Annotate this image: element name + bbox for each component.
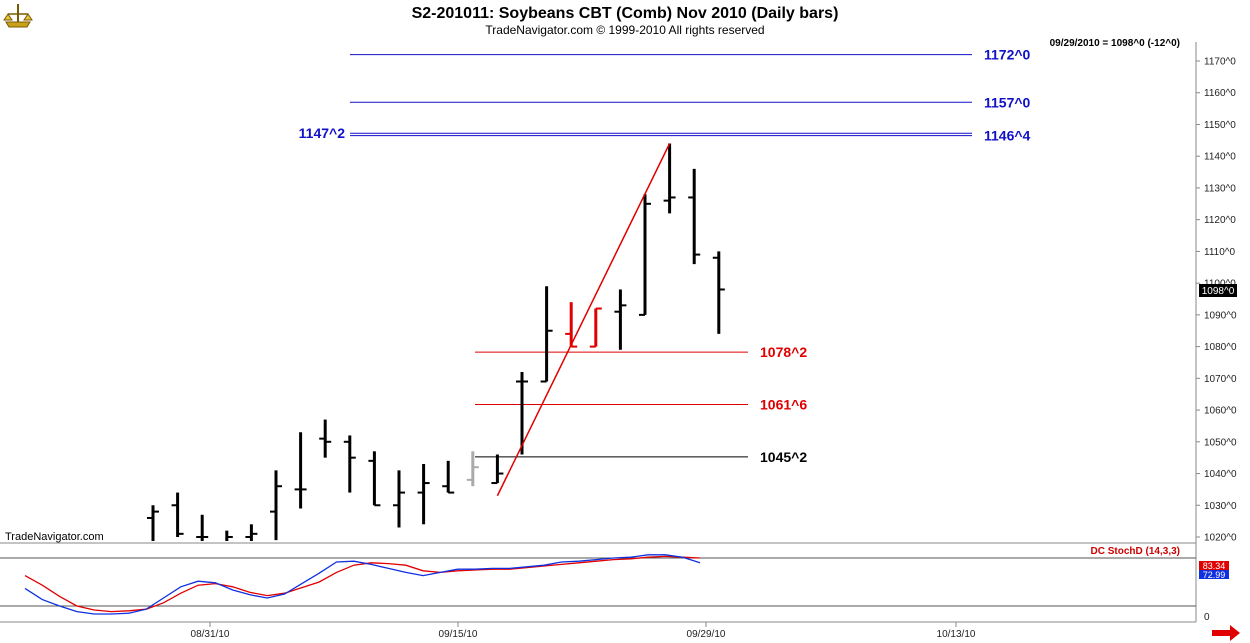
y-tick-label: 1050^0	[1204, 437, 1237, 448]
ohlc-bar	[491, 454, 504, 485]
x-tick-label: 10/13/10	[937, 629, 976, 640]
k-value-label: 83.34	[1203, 561, 1226, 571]
ohlc-bar	[171, 492, 184, 537]
stoch-k-line	[24, 554, 701, 615]
level-label: 1146^4	[984, 128, 1031, 144]
y-tick-label: 1080^0	[1204, 342, 1237, 353]
y-tick-label: 1120^0	[1204, 215, 1236, 226]
ohlc-bar	[368, 451, 381, 507]
y-tick-label: 1170^0	[1204, 57, 1236, 68]
ohlc-bar	[319, 419, 332, 458]
y-tick-label: 1030^0	[1204, 501, 1237, 512]
ohlc-bar	[245, 524, 258, 541]
x-tick-label: 09/15/10	[439, 629, 478, 640]
x-tick-label: 08/31/10	[191, 629, 230, 640]
ohlc-bar	[712, 251, 725, 334]
ohlc-bar	[639, 194, 651, 316]
ohlc-bar	[589, 307, 602, 348]
trendline-segment	[496, 143, 671, 497]
ohlc-bar	[442, 460, 455, 494]
y-tick-label: 1150^0	[1204, 120, 1236, 131]
y-tick-label: 1070^0	[1204, 374, 1237, 385]
y-tick-label: 1090^0	[1204, 310, 1237, 321]
level-label: 1078^2	[760, 344, 807, 360]
y-tick-label: 1020^0	[1204, 533, 1237, 544]
watermark: TradeNavigator.com	[5, 531, 104, 543]
level-label: 1061^6	[760, 397, 807, 413]
last-price-label: 1098^0	[1202, 286, 1235, 297]
ohlc-bar	[417, 464, 430, 525]
level-label: 1147^2	[299, 125, 346, 141]
right-arrow-icon[interactable]	[1212, 625, 1240, 641]
y-tick-label: 1160^0	[1204, 88, 1236, 99]
y-tick-label: 1140^0	[1204, 152, 1236, 163]
ohlc-bar	[196, 514, 209, 541]
ohlc-bar	[393, 470, 405, 528]
ohlc-bar	[147, 505, 159, 541]
ohlc-bar	[343, 435, 356, 493]
y-tick-label: 1130^0	[1204, 183, 1236, 194]
ohlc-bar	[663, 143, 676, 214]
price-levels: 1172^0 1157^0 1146^4 1147^2 1078^2 1061^6 1045…	[299, 47, 1031, 465]
y-tick-label: 1110^0	[1204, 247, 1235, 258]
trade-navigator-logo-icon[interactable]	[3, 4, 33, 28]
chart-subtitle: TradeNavigator.com © 1999-2010 All right…	[485, 23, 764, 37]
indicator-name: DC StochD (14,3,3)	[1091, 546, 1180, 557]
level-label: 1157^0	[984, 94, 1031, 110]
ohlc-bar	[614, 289, 627, 350]
ohlc-bar	[688, 168, 701, 265]
ohlc-bar	[540, 286, 553, 383]
last-price-info: 09/29/2010 = 1098^0 (-12^0)	[1050, 38, 1180, 49]
ohlc-bar	[270, 470, 282, 541]
level-label: 1045^2	[760, 449, 807, 465]
time-axis: 08/31/10 09/15/10 09/29/10 10/13/10	[191, 622, 976, 640]
k-value-box	[1199, 570, 1229, 579]
last-price-marker: 1098^0	[1199, 284, 1237, 297]
ohlc-bar	[516, 371, 528, 455]
chart-title: S2-201011: Soybeans CBT (Comb) Nov 2010 …	[412, 5, 839, 22]
indicator-y-tick: 0	[1204, 612, 1210, 623]
level-label: 1172^0	[984, 47, 1031, 63]
ohlc-bar	[565, 302, 578, 348]
d-value-box	[1199, 561, 1229, 570]
ohlc-bar	[466, 451, 479, 487]
d-value-label: 72.99	[1203, 570, 1226, 580]
price-axis: 1020^0 1030^0 1040^0 1050^0 1060^0 1070^0 1080…	[1196, 57, 1237, 544]
ohlc-bar	[294, 432, 307, 509]
ohlc-bar	[225, 530, 233, 541]
stoch-d-line	[24, 555, 701, 613]
y-tick-label: 1040^0	[1204, 469, 1237, 480]
x-tick-label: 09/29/10	[687, 629, 726, 640]
trendline	[496, 143, 671, 497]
y-tick-label: 1060^0	[1204, 406, 1237, 417]
price-bars	[147, 143, 725, 541]
